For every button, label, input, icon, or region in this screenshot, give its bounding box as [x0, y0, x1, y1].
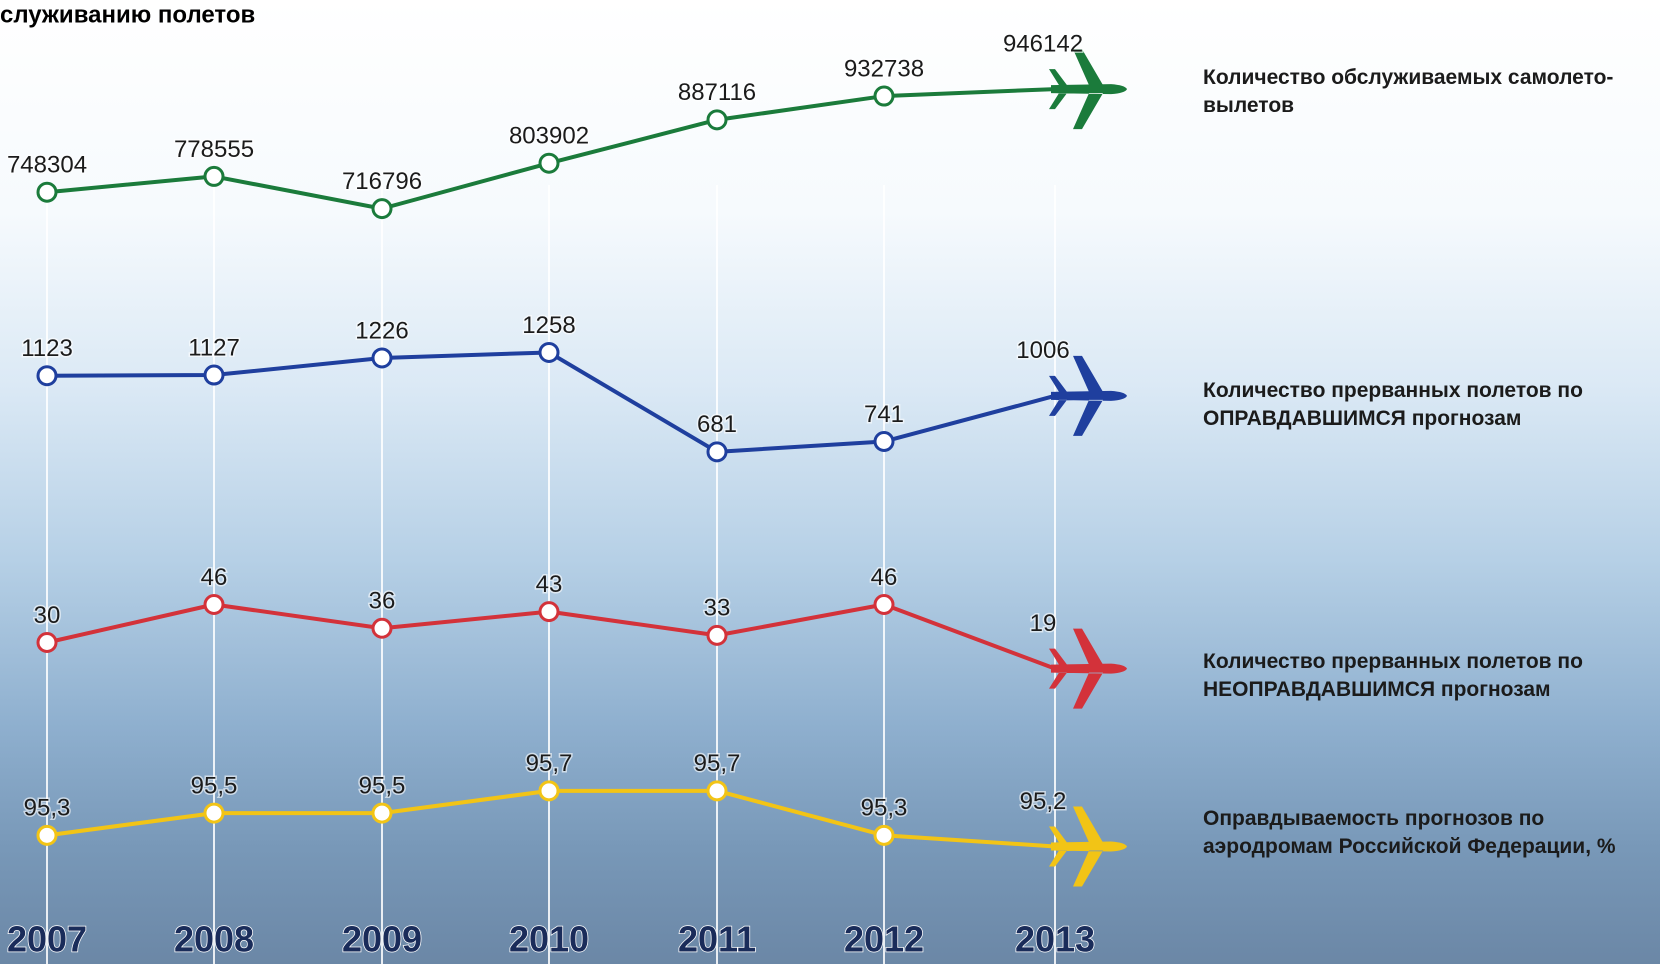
- value-label: 95,5: [191, 772, 238, 799]
- value-label: 36: [369, 588, 396, 615]
- point-marker: [538, 341, 560, 363]
- value-label: 741: [864, 401, 904, 428]
- value-label: 716796: [342, 168, 422, 195]
- plane-marker: [1049, 49, 1127, 130]
- plane-marker: [1049, 806, 1127, 887]
- value-label: 95,7: [694, 750, 741, 777]
- chart-title: служиванию полетов: [0, 1, 255, 28]
- plane-marker: [1049, 628, 1127, 709]
- legend-label: Количество прерванных полетов по ОПРАВДА…: [1203, 379, 1583, 430]
- value-label: 778555: [174, 136, 254, 163]
- value-label: 95,5: [359, 772, 406, 799]
- value-label: 1258: [522, 312, 575, 339]
- x-tick-label: 2011: [678, 919, 756, 960]
- point-marker: [706, 780, 728, 802]
- point-marker: [203, 802, 225, 824]
- value-label: 46: [871, 564, 898, 591]
- value-label: 95,2: [1020, 788, 1067, 815]
- point-marker: [371, 617, 393, 639]
- point-marker: [36, 181, 58, 203]
- point-marker: [203, 364, 225, 386]
- point-marker: [538, 780, 560, 802]
- point-marker: [873, 824, 895, 846]
- x-tick-label: 2007: [7, 919, 87, 960]
- point-marker: [371, 198, 393, 220]
- plane-marker: [1049, 355, 1127, 436]
- value-label: 748304: [7, 152, 87, 179]
- x-tick-label: 2009: [342, 919, 422, 960]
- value-label: 887116: [678, 79, 756, 106]
- value-label: 1127: [188, 334, 240, 361]
- value-label: 803902: [509, 123, 589, 150]
- x-tick-label: 2013: [1015, 919, 1095, 960]
- x-tick-label: 2012: [844, 919, 924, 960]
- value-label: 946142: [1003, 30, 1083, 57]
- legend-label: Количество прерванных полетов по НЕОПРАВ…: [1203, 650, 1583, 701]
- value-label: 95,3: [861, 795, 908, 822]
- value-label: 33: [704, 595, 731, 622]
- point-marker: [36, 632, 58, 653]
- value-label: 19: [1030, 610, 1057, 637]
- x-tick-label: 2010: [509, 919, 589, 960]
- point-marker: [873, 85, 895, 107]
- value-label: 1006: [1016, 337, 1069, 364]
- point-marker: [36, 365, 58, 387]
- value-label: 30: [34, 602, 61, 629]
- point-marker: [36, 824, 58, 846]
- value-label: 1226: [355, 317, 408, 344]
- value-label: 681: [697, 411, 737, 438]
- point-marker: [371, 802, 393, 824]
- point-marker: [706, 624, 728, 646]
- value-label: 1123: [21, 335, 73, 362]
- legend-label: Количество обслуживаемых самолето-вылето…: [1203, 66, 1614, 117]
- value-label: 932738: [844, 55, 924, 82]
- point-marker: [538, 152, 560, 174]
- x-tick-label: 2008: [174, 919, 254, 960]
- value-label: 43: [536, 571, 563, 598]
- point-marker: [706, 441, 728, 463]
- value-label: 46: [201, 564, 228, 591]
- value-label: 95,7: [526, 750, 573, 777]
- point-marker: [706, 109, 728, 131]
- point-marker: [203, 594, 225, 615]
- point-marker: [538, 601, 560, 623]
- point-marker: [371, 347, 393, 369]
- value-label: 95,3: [24, 795, 71, 822]
- point-marker: [203, 165, 225, 187]
- point-marker: [873, 430, 895, 452]
- point-marker: [873, 594, 895, 615]
- legend-label: Оправдываемость прогнозов по аэродромам …: [1203, 807, 1616, 858]
